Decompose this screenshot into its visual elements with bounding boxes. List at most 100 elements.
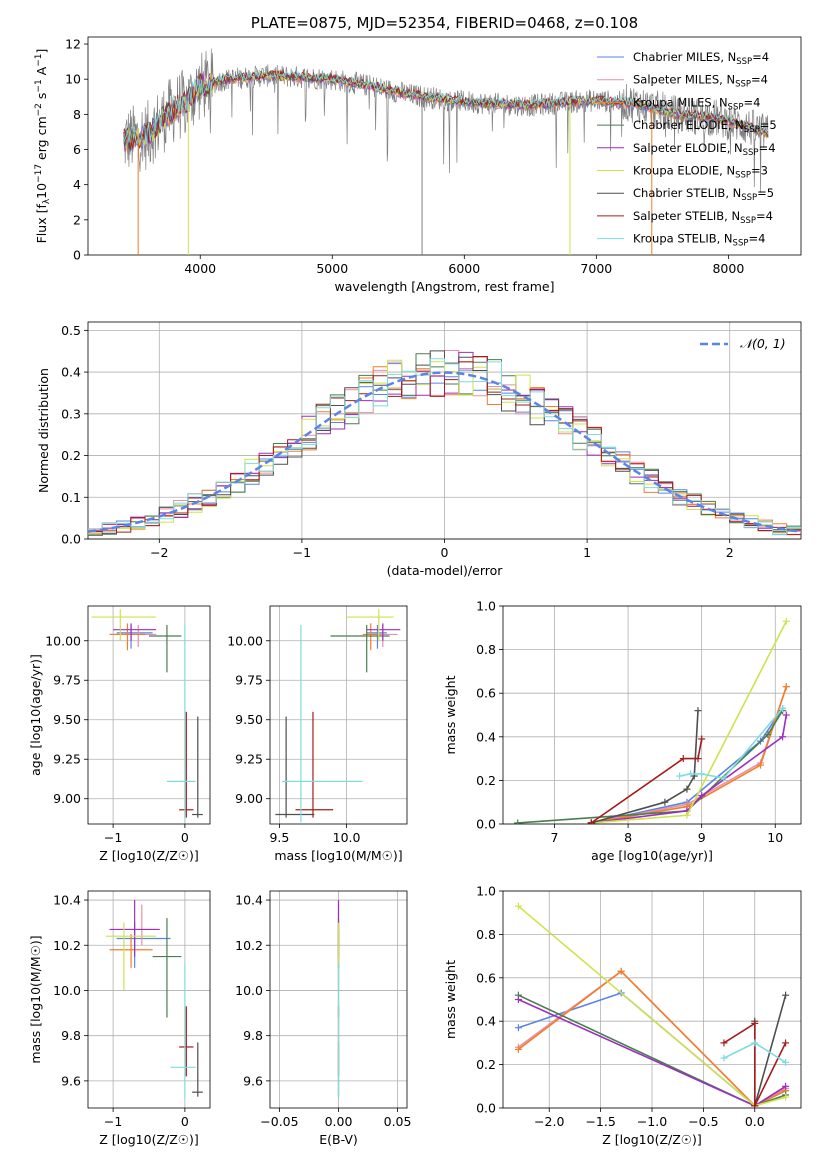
x-tick-label: 7000	[580, 261, 612, 276]
plot-area	[123, 48, 769, 255]
y-tick-label: 0.0	[476, 817, 496, 832]
x-tick-label: 0	[181, 1114, 189, 1129]
mass-weight-line	[591, 708, 784, 824]
y-tick-label: 4	[73, 177, 81, 192]
legend-label: Salpeter MILES, NSSP=4	[633, 73, 768, 90]
legend-value: =4	[743, 95, 760, 109]
legend-subscript: SSP	[736, 57, 752, 67]
y-label-part: −2	[34, 103, 44, 116]
legend-subscript: SSP	[733, 239, 749, 249]
y-tick-label: 9.8	[243, 1028, 263, 1043]
x-tick-label: −0.05	[260, 1114, 298, 1129]
legend-subscript: SSP	[743, 148, 759, 158]
y-tick-label: 0.2	[61, 448, 81, 463]
gaussian-reference-line	[88, 371, 801, 533]
mass-vs-metallicity-panel: −1 0 9.6 9.8 10.0 10.2 10.4 Z [log10(Z/Z☉)] mass…	[28, 890, 211, 1147]
x-axis-label: (data-model)/error	[387, 563, 504, 578]
x-tick-label: 0	[181, 830, 189, 845]
x-tick-label: 9	[698, 830, 706, 845]
legend-subscript: SSP	[728, 102, 744, 112]
y-tick-label: 9.00	[53, 791, 81, 806]
legend-subscript: SSP	[741, 193, 757, 203]
legend-value: =4	[751, 73, 768, 87]
legend-value: =4	[759, 141, 776, 155]
x-axis-label: mass [log10(M/M☉)]	[274, 848, 402, 863]
x-tick-label: 1	[583, 545, 591, 560]
x-tick-label: 0.05	[384, 1114, 412, 1129]
y-label-part: −17	[34, 164, 44, 183]
x-tick-label: 6000	[448, 261, 480, 276]
axes-frame	[87, 605, 211, 825]
y-tick-label: 0.4	[61, 365, 81, 380]
y-tick-label: 9.25	[235, 752, 263, 767]
legend-value: =5	[757, 186, 774, 200]
y-tick-label: 0.2	[476, 773, 496, 788]
residual-histogram-panel: −2 −1 0 1 2 0.0 0.1 0.2 0.3 0.4 0.5 (data-model)/er…	[36, 321, 802, 578]
y-tick-label: 8	[73, 107, 81, 122]
axes-frame	[502, 605, 802, 825]
legend-text: Chabrier ELODIE, N	[633, 118, 744, 132]
y-label-part: Flux [f	[34, 204, 49, 244]
y-label-part: ]	[34, 49, 49, 54]
mass-weight-line	[591, 620, 788, 824]
plot-area	[91, 609, 203, 823]
axes-frame	[502, 890, 802, 1109]
plot-area	[514, 902, 790, 1108]
y-tick-label: 1.0	[476, 884, 496, 899]
y-tick-label: 0.4	[476, 729, 496, 744]
legend-text: Kroupa MILES, N	[633, 95, 728, 109]
x-tick-label: 8	[624, 830, 632, 845]
legend-subscript: SSP	[735, 171, 751, 181]
legend-text: Kroupa STELIB, N	[633, 232, 733, 246]
y-axis-label: mass weight	[443, 960, 458, 1039]
y-tick-label: 10.0	[235, 983, 263, 998]
chart-title: PLATE=0875, MJD=52354, FIBERID=0468, z=0…	[251, 14, 638, 32]
y-tick-label: 9.6	[243, 1073, 263, 1088]
mass-weight-line	[517, 970, 786, 1107]
y-tick-label: 0.4	[476, 1014, 496, 1029]
plot-area	[275, 609, 401, 823]
y-tick-label: 0.6	[476, 970, 496, 985]
y-tick-label: 9.00	[235, 791, 263, 806]
x-tick-label: 10	[767, 830, 783, 845]
age-vs-metallicity-panel: −1 0 9.00 9.25 9.50 9.75 10.00 Z [log10(Z/Z☉)] a…	[28, 605, 211, 863]
residual-histogram-step	[88, 350, 801, 536]
mass-weight-line	[590, 738, 703, 824]
age-vs-mass-panel: 9.5 10.0 9.00 9.25 9.50 9.75 10.00 mass [log10(…	[227, 605, 408, 863]
x-tick-label: 9.5	[269, 830, 289, 845]
axes-frame	[87, 890, 211, 1109]
y-tick-label: 0.8	[476, 927, 496, 942]
legend-label: 𝒩(0, 1)	[740, 336, 786, 351]
y-axis-label: Normed distribution	[36, 368, 51, 493]
legend-subscript: SSP	[744, 125, 760, 135]
x-tick-label: −2	[150, 545, 168, 560]
legend-label: Salpeter ELODIE, NSSP=4	[633, 141, 776, 158]
legend-subscript: SSP	[735, 80, 751, 90]
axes-frame	[87, 36, 802, 256]
y-tick-label: 0.0	[61, 532, 81, 547]
x-tick-label: 8000	[712, 261, 744, 276]
model-spectrum-line	[123, 68, 769, 145]
x-tick-label: −0.5	[688, 1114, 718, 1129]
mass-weight-vs-age-panel: 7 8 9 10 0.0 0.2 0.4 0.6 0.8 1.0 age [log10(age/yr…	[443, 599, 802, 863]
y-label-part: A	[34, 66, 49, 79]
legend-text: Kroupa ELODIE, N	[633, 164, 735, 178]
legend-text: Salpeter ELODIE, N	[633, 141, 743, 155]
y-tick-label: 10.2	[235, 938, 263, 953]
y-tick-label: 0.3	[61, 406, 81, 421]
y-label-part: 10	[34, 183, 49, 199]
mass-vs-ebv-panel: −0.05 0.00 0.05 9.6 9.8 10.0 10.2 10.4 E(B-V)	[235, 890, 412, 1147]
y-label-part: λ	[42, 198, 52, 204]
y-axis-label: age [log10(age/yr)]	[28, 654, 43, 776]
y-tick-label: 6	[73, 142, 81, 157]
x-tick-label: 0	[441, 545, 449, 560]
x-axis-label: Z [log10(Z/Z☉)]	[99, 1132, 199, 1147]
y-axis-label: Flux [fλ10−17 erg cm−2 s−1 A−1]	[34, 49, 52, 244]
y-tick-label: 0	[73, 248, 81, 263]
x-axis-label: Z [log10(Z/Z☉)]	[602, 1132, 702, 1147]
legend-text: Chabrier STELIB, N	[633, 186, 741, 200]
y-tick-label: 0.6	[476, 686, 496, 701]
legend-value: =5	[760, 118, 777, 132]
x-tick-label: 0.00	[325, 1114, 353, 1129]
residual-histogram-step	[88, 358, 801, 535]
